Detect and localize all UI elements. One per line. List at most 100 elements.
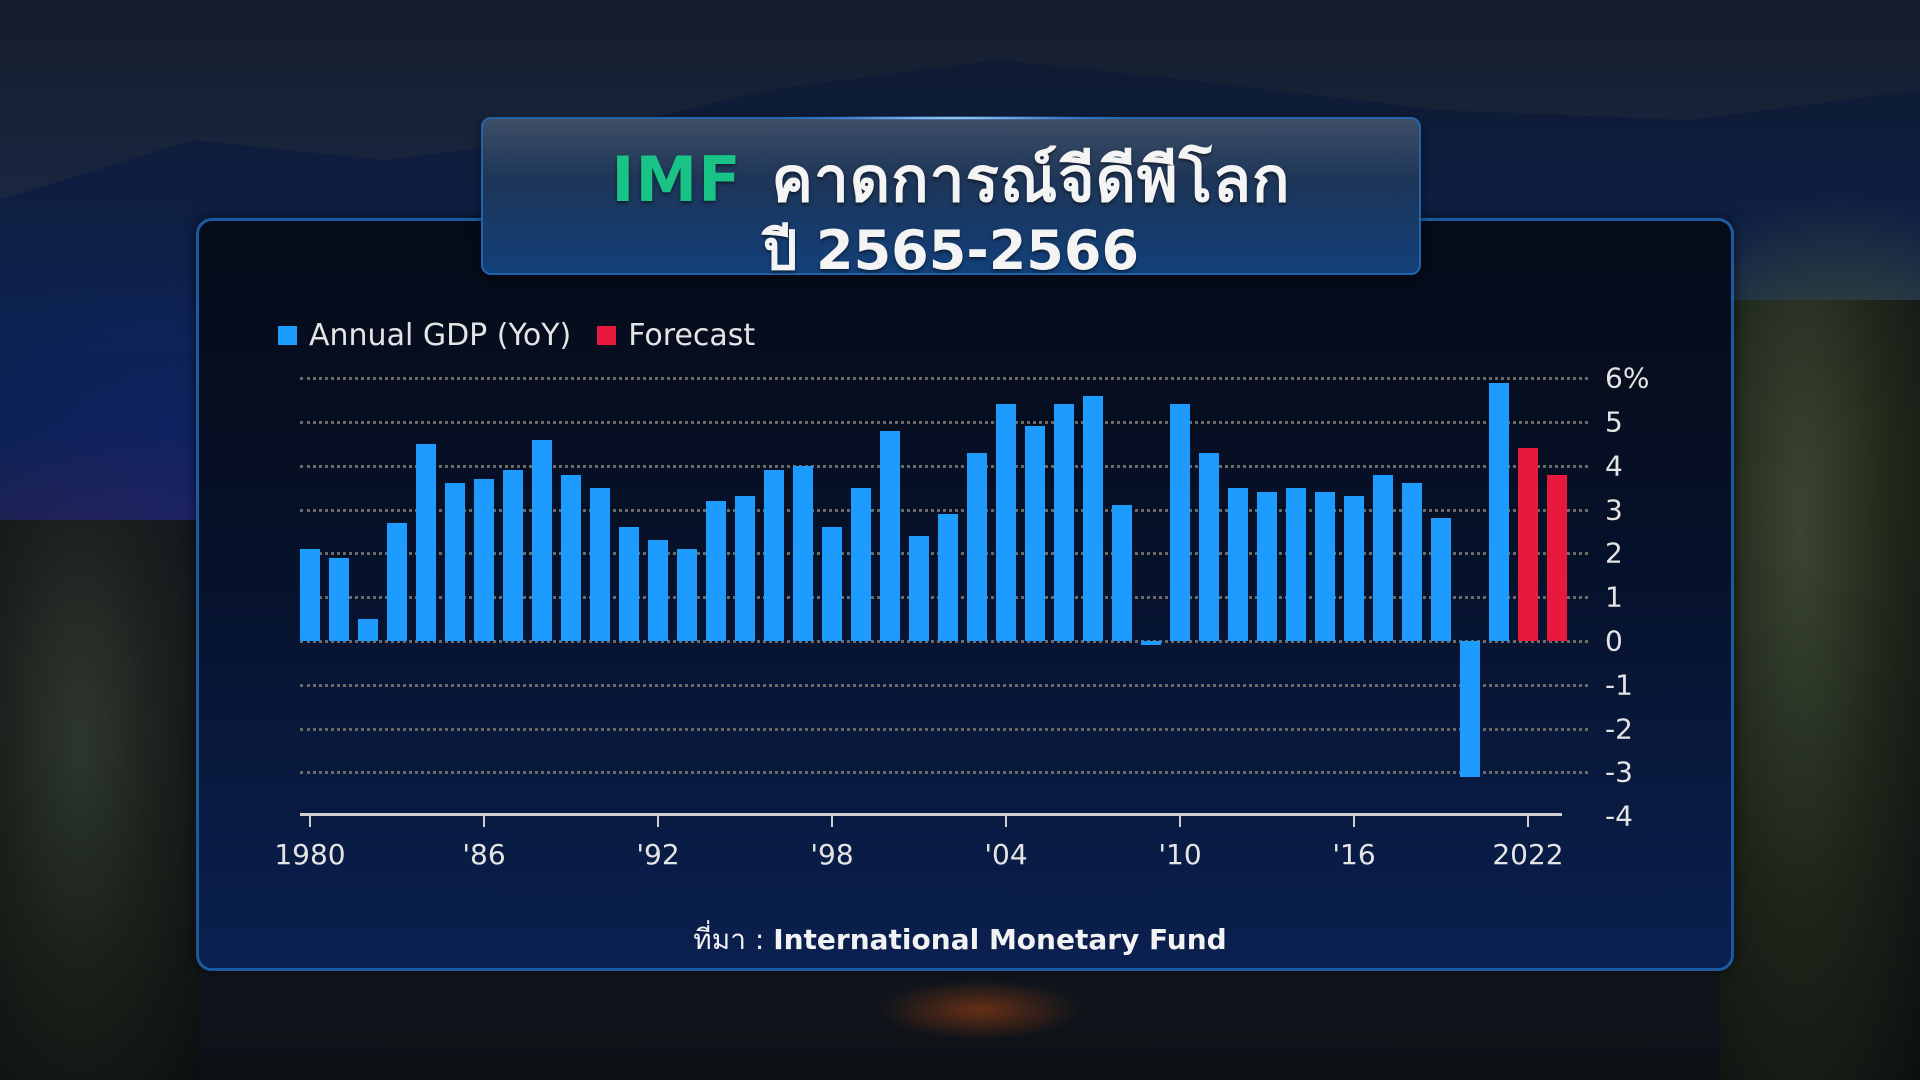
gridline <box>300 640 1588 643</box>
x-tick <box>1179 815 1181 827</box>
y-tick-label: 2 <box>1605 536 1623 570</box>
bar-2010 <box>1170 404 1190 641</box>
bar-2014 <box>1286 487 1306 641</box>
bar-2003 <box>967 452 987 641</box>
gridline <box>300 771 1588 775</box>
x-tick-label: '16 <box>1332 838 1376 871</box>
y-tick-label: -2 <box>1605 712 1633 746</box>
x-tick-label: '98 <box>810 838 854 871</box>
legend-label: Forecast <box>628 318 756 353</box>
x-tick <box>1005 815 1007 827</box>
bar-2023 <box>1547 474 1567 641</box>
gridline <box>300 421 1588 424</box>
legend-swatch-blue <box>278 326 297 345</box>
x-tick-label: '92 <box>636 838 680 871</box>
title-box: IMF คาดการณ์จีดีพีโลก ปี 2565-2566 <box>481 116 1421 282</box>
bar-1999 <box>851 487 871 641</box>
legend-item-forecast: Forecast <box>597 318 755 353</box>
y-tick-label: 3 <box>1605 493 1623 527</box>
title-highlight: IMF <box>611 143 742 216</box>
bar-1990 <box>590 487 610 641</box>
bar-1981 <box>329 557 349 641</box>
bar-1982 <box>358 619 378 641</box>
gridline <box>300 727 1588 731</box>
bar-2005 <box>1025 426 1045 641</box>
page-subtitle: ปี 2565-2566 <box>762 219 1140 282</box>
legend-label: Annual GDP (YoY) <box>309 318 572 353</box>
bar-2017 <box>1373 474 1393 641</box>
source-credit: ที่มา : International Monetary Fund <box>0 918 1920 962</box>
y-tick-label: 4 <box>1605 449 1623 483</box>
x-tick <box>1527 815 1529 827</box>
bar-1989 <box>561 474 581 641</box>
bar-2021 <box>1489 382 1509 641</box>
page-title: IMF คาดการณ์จีดีพีโลก <box>483 131 1419 229</box>
bar-2013 <box>1257 492 1277 641</box>
source-prefix: ที่มา : <box>693 923 765 956</box>
bar-2006 <box>1054 404 1074 641</box>
legend-swatch-red <box>597 326 617 345</box>
bar-1996 <box>764 470 784 641</box>
x-tick-label: 2022 <box>1492 838 1564 871</box>
bar-2018 <box>1402 483 1422 641</box>
title-main: คาดการณ์จีดีพีโลก <box>771 143 1291 216</box>
bar-2008 <box>1112 505 1132 641</box>
x-tick-label: '86 <box>462 838 506 871</box>
y-tick-label: 0 <box>1605 624 1623 658</box>
y-tick-label: 1 <box>1605 580 1623 614</box>
bar-2011 <box>1199 452 1219 641</box>
y-tick-label: 5 <box>1605 405 1623 439</box>
bar-2019 <box>1431 518 1451 641</box>
gridline <box>300 683 1588 687</box>
bar-1992 <box>648 540 668 641</box>
bar-1988 <box>532 439 552 641</box>
gridline <box>300 508 1588 512</box>
bar-1983 <box>387 522 407 641</box>
bar-2000 <box>880 430 900 641</box>
x-tick <box>657 815 659 827</box>
y-tick-label: -4 <box>1605 799 1633 833</box>
bar-2007 <box>1083 395 1103 641</box>
x-tick <box>831 815 833 827</box>
bar-2004 <box>996 404 1016 641</box>
x-tick <box>309 815 311 827</box>
x-tick <box>1353 815 1355 827</box>
x-tick-label: 1980 <box>274 838 346 871</box>
background-soldier-right <box>1720 300 1920 1080</box>
background-soldier-left <box>0 520 200 1080</box>
x-axis-line <box>300 813 1562 816</box>
bar-1998 <box>822 527 842 641</box>
bar-1994 <box>706 500 726 641</box>
bar-2015 <box>1315 492 1335 641</box>
bar-2009 <box>1141 641 1161 646</box>
legend-item-annual-gdp: Annual GDP (YoY) <box>278 318 571 353</box>
bar-1995 <box>735 496 755 641</box>
bar-1986 <box>474 478 494 641</box>
chart-legend: Annual GDP (YoY) Forecast <box>278 318 781 353</box>
bar-1987 <box>503 470 523 641</box>
x-tick-label: '10 <box>1158 838 1202 871</box>
bar-1993 <box>677 549 697 641</box>
y-tick-label: -1 <box>1605 668 1633 702</box>
bar-1984 <box>416 443 436 641</box>
x-tick <box>483 815 485 827</box>
source-name: International Monetary Fund <box>773 923 1227 956</box>
bar-1997 <box>793 465 813 641</box>
background-fire-glow <box>880 980 1080 1040</box>
bar-2001 <box>909 535 929 641</box>
x-tick-label: '04 <box>984 838 1028 871</box>
bar-2012 <box>1228 487 1248 641</box>
gridline <box>300 377 1588 381</box>
y-tick-label: 6% <box>1605 361 1650 395</box>
bar-1985 <box>445 483 465 641</box>
bar-2002 <box>938 513 958 641</box>
bar-2022 <box>1518 448 1538 641</box>
bar-2020 <box>1460 641 1480 777</box>
title-glow <box>783 116 1123 120</box>
bar-1980 <box>300 549 320 641</box>
bar-2016 <box>1344 496 1364 641</box>
bar-1991 <box>619 527 639 641</box>
gridline <box>300 464 1588 468</box>
y-tick-label: -3 <box>1605 755 1633 789</box>
